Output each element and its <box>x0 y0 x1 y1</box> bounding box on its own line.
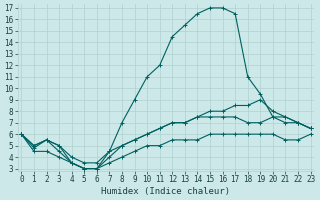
X-axis label: Humidex (Indice chaleur): Humidex (Indice chaleur) <box>101 187 230 196</box>
